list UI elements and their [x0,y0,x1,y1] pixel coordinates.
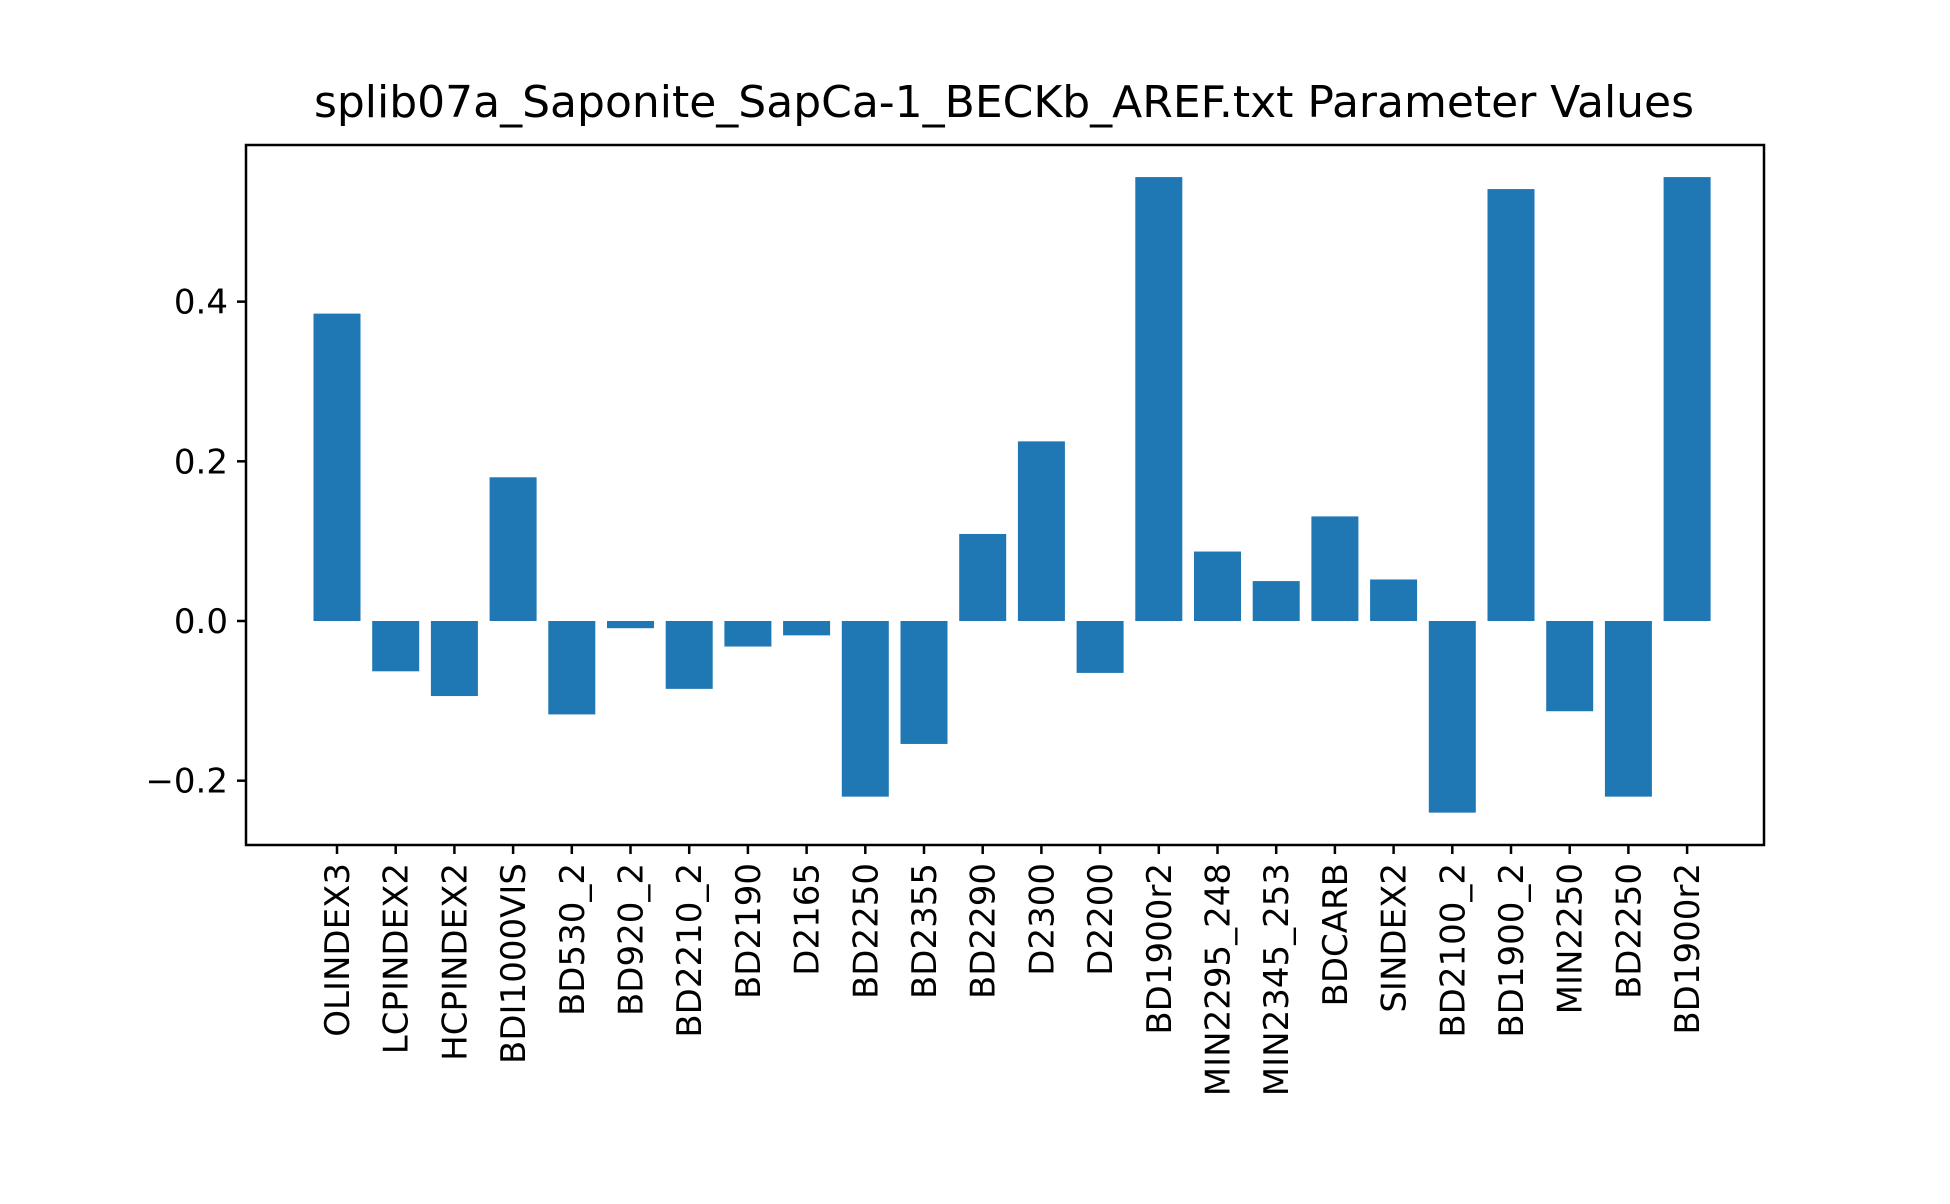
x-tick-label: BD2190 [729,863,769,999]
bar [1135,177,1183,621]
y-tick-label: −0.2 [145,762,228,802]
bar [489,477,537,621]
bar [783,621,831,636]
y-axis: −0.2 0.0 0.2 0.4 [145,283,246,802]
x-tick-label: D2300 [1022,863,1062,976]
bar [1252,581,1300,621]
bar [372,621,420,672]
bar [1311,516,1359,621]
bar [313,313,361,621]
bars-layer [313,177,1711,813]
y-tick-label: 0.0 [174,602,228,642]
x-tick-label: BD1900r2 [1668,863,1708,1035]
bar [1546,621,1594,712]
bar [1604,621,1652,797]
x-tick-label: BD2355 [905,863,945,999]
bar [430,621,478,697]
x-tick-label: MIN2345_253 [1257,863,1297,1096]
x-tick-label: HCPINDEX2 [435,863,475,1061]
x-tick-label: MIN2250 [1551,863,1591,1014]
bar [1663,177,1711,621]
x-tick-label: MIN2295_248 [1199,863,1239,1096]
x-tick-label: BD1900_2 [1492,863,1532,1038]
x-tick-label: SINDEX2 [1375,863,1415,1013]
bar [959,533,1007,621]
plot-area-frame [244,143,1766,847]
x-tick-label: LCPINDEX2 [377,863,417,1054]
x-tick-label: BD2250 [1609,863,1649,999]
x-axis: OLINDEX3 LCPINDEX2 HCPINDEX2 BDI1000VIS BD53… [318,845,1708,1096]
x-tick-label: BD2210_2 [670,863,710,1038]
x-tick-label: D2165 [788,863,828,976]
x-tick-label: D2200 [1081,863,1121,976]
bar [1017,441,1065,621]
bar [1194,551,1241,621]
x-tick-label: OLINDEX3 [318,863,358,1037]
y-tick-label: 0.4 [174,283,228,323]
bar [1487,189,1535,621]
chart-title: splib07a_Saponite_SapCa-1_BECKb_AREF.txt… [314,77,1694,128]
x-tick-label: BD2250 [846,863,886,999]
x-tick-label: BD2100_2 [1433,863,1473,1038]
x-tick-label: BD530_2 [553,863,593,1016]
bar [665,621,713,689]
x-tick-label: BD1900r2 [1140,863,1180,1035]
x-tick-label: BD2290 [964,863,1004,999]
bar [607,621,654,629]
bar [1428,621,1476,813]
y-tick-label: 0.2 [174,442,228,482]
x-tick-label: BDCARB [1316,863,1356,1006]
bar [1370,579,1418,621]
x-tick-label: BDI1000VIS [494,863,534,1064]
bar [1076,621,1124,673]
bar [548,621,596,715]
x-tick-label: BD920_2 [612,863,652,1016]
bar [724,621,772,647]
bar [900,621,948,744]
bar [841,621,889,797]
